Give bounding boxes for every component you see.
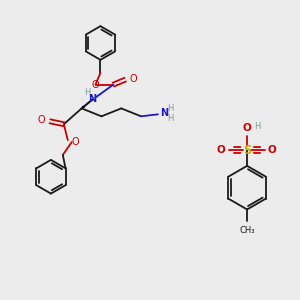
Text: O: O: [92, 80, 99, 90]
Text: O: O: [243, 123, 251, 133]
Text: CH₃: CH₃: [239, 226, 255, 235]
Text: O: O: [268, 145, 277, 155]
Text: H: H: [84, 88, 91, 97]
Text: O: O: [129, 74, 137, 84]
Text: N: N: [88, 94, 97, 104]
Text: S: S: [243, 143, 251, 157]
Text: N: N: [160, 108, 168, 118]
Text: H: H: [167, 104, 173, 113]
Text: ·: ·: [81, 101, 86, 114]
Text: H: H: [254, 122, 260, 131]
Text: O: O: [72, 137, 80, 147]
Text: H: H: [167, 114, 173, 123]
Text: O: O: [38, 115, 45, 125]
Text: O: O: [217, 145, 225, 155]
